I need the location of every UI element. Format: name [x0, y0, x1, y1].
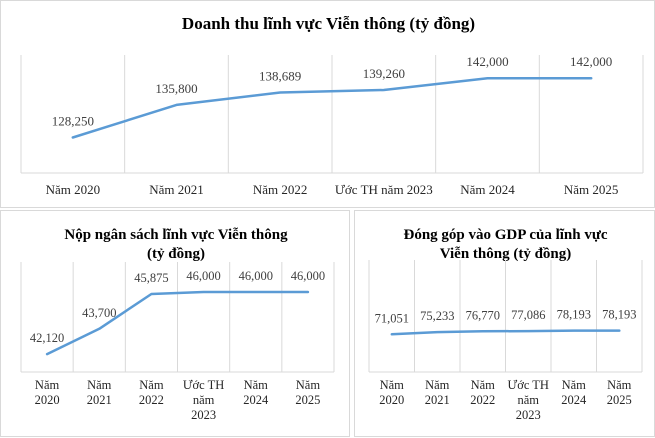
x-tick-label: Năm [607, 378, 632, 392]
x-tick-label: Năm 2024 [460, 182, 515, 197]
x-tick-label: Năm 2025 [564, 182, 619, 197]
chart-title-line: (tỷ đồng) [147, 246, 205, 262]
x-tick-label: 2022 [470, 393, 495, 407]
data-label: 139,260 [363, 66, 405, 81]
data-label: 46,000 [239, 269, 273, 283]
data-label: 138,689 [259, 68, 301, 83]
x-tick-label: Năm [562, 378, 587, 392]
revenue-chart: Doanh thu lĩnh vực Viễn thông (tỷ đồng) 1… [1, 1, 655, 209]
data-label: 71,051 [375, 311, 409, 325]
x-tick-label: Năm [139, 378, 164, 392]
x-tick-label: Ước TH [183, 378, 224, 392]
x-tick-label: Ước TH năm 2023 [335, 182, 433, 197]
x-tick-label: năm [517, 393, 539, 407]
x-tick-label: Năm 2022 [253, 182, 308, 197]
data-label: 45,875 [134, 271, 168, 285]
data-label: 77,086 [511, 308, 545, 322]
x-tick-label: 2025 [295, 393, 320, 407]
x-tick-label: 2022 [139, 393, 164, 407]
chart-title-line: Đóng góp vào GDP của lĩnh vực [403, 227, 607, 243]
data-label: 46,000 [291, 269, 325, 283]
x-tick-label: Năm [471, 378, 496, 392]
chart-title-line: Nộp ngân sách lĩnh vực Viễn thông [64, 227, 288, 243]
data-label: 78,193 [557, 308, 591, 322]
revenue-chart-panel: Doanh thu lĩnh vực Viễn thông (tỷ đồng) 1… [0, 0, 655, 208]
x-tick-label: năm [193, 393, 215, 407]
x-tick-label: 2020 [35, 393, 60, 407]
x-tick-label: 2024 [561, 393, 587, 407]
x-tick-label: Năm 2021 [149, 182, 204, 197]
x-tick-label: 2024 [243, 393, 269, 407]
gdp-chart: Đóng góp vào GDP của lĩnh vực Viễn thông … [355, 211, 655, 438]
data-label: 42,120 [30, 331, 64, 345]
x-tick-label: 2025 [607, 393, 632, 407]
x-tick-label: 2023 [516, 408, 541, 422]
data-label: 128,250 [52, 113, 94, 128]
x-tick-label: Năm [380, 378, 405, 392]
x-tick-label: 2020 [379, 393, 404, 407]
x-tick-label: Năm [35, 378, 60, 392]
x-tick-label: 2023 [191, 408, 216, 422]
data-label: 135,800 [155, 81, 197, 96]
x-tick-label: Năm [296, 378, 321, 392]
x-tick-label: Năm [244, 378, 269, 392]
data-label: 142,000 [570, 54, 612, 69]
budget-chart: Nộp ngân sách lĩnh vực Viễn thông (tỷ đồn… [1, 211, 351, 438]
gdp-chart-panel: Đóng góp vào GDP của lĩnh vực Viễn thông … [354, 210, 655, 437]
data-label: 75,233 [420, 309, 454, 323]
data-label: 76,770 [466, 308, 500, 322]
data-label: 43,700 [82, 306, 116, 320]
data-label: 46,000 [186, 269, 220, 283]
chart-title-line: Viễn thông (tỷ đồng) [440, 246, 572, 262]
x-tick-label: Năm 2020 [46, 182, 101, 197]
budget-chart-panel: Nộp ngân sách lĩnh vực Viễn thông (tỷ đồn… [0, 210, 350, 437]
data-label: 142,000 [466, 54, 508, 69]
x-tick-label: 2021 [425, 393, 450, 407]
chart-title: Doanh thu lĩnh vực Viễn thông (tỷ đồng) [182, 14, 475, 33]
x-tick-label: Năm [425, 378, 450, 392]
x-tick-label: 2021 [87, 393, 112, 407]
x-tick-label: Năm [87, 378, 112, 392]
data-label: 78,193 [602, 308, 636, 322]
x-tick-label: Ước TH [508, 378, 549, 392]
